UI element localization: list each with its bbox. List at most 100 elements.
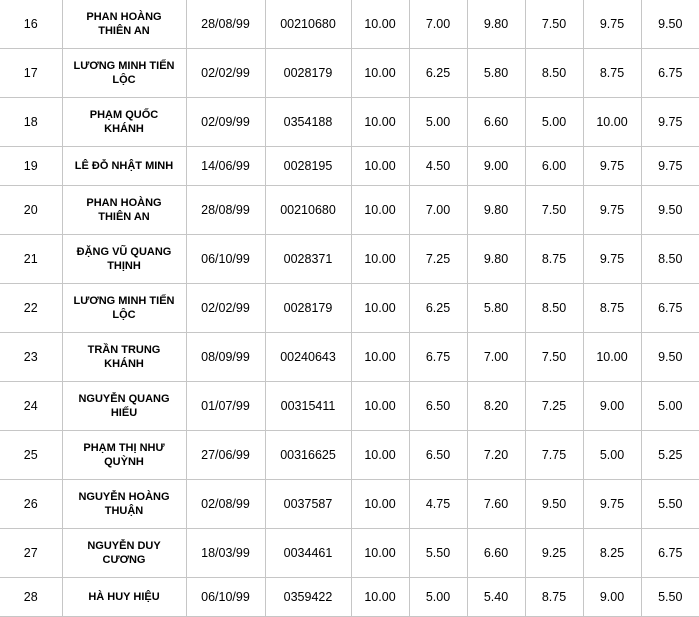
score-cell: 9.50 [640, 0, 699, 49]
score-cell: 5.25 [640, 430, 699, 480]
score-cell: 8.50 [640, 234, 699, 284]
score-cell: 9.00 [466, 146, 526, 186]
score-cell: 10.00 [350, 528, 410, 578]
score-cell: 7.75 [524, 430, 584, 480]
score-cell: 9.75 [582, 0, 642, 49]
score-cell: 8.75 [582, 283, 642, 333]
score-cell: 5.80 [466, 283, 526, 333]
row-number-cell: 26 [0, 479, 63, 529]
birthdate-cell: 18/03/99 [185, 528, 266, 578]
student-name-cell: NGUYỄN DUY CƯƠNG [61, 528, 187, 578]
score-cell: 6.00 [524, 146, 584, 186]
table-row: 21 ĐẶNG VŨ QUANG THỊNH 06/10/99 0028371 10.0… [0, 234, 699, 284]
table-row: 22 LƯƠNG MINH TIẾN LỘC 02/02/99 0028179 10.0… [0, 283, 699, 333]
id-number-cell: 0028195 [264, 146, 352, 186]
score-cell: 10.00 [350, 146, 410, 186]
birthdate-cell: 08/09/99 [185, 332, 266, 382]
score-cell: 7.00 [466, 332, 526, 382]
id-number-cell: 0037587 [264, 479, 352, 529]
score-cell: 7.20 [466, 430, 526, 480]
score-cell: 6.60 [466, 528, 526, 578]
row-number-cell: 16 [0, 0, 63, 49]
row-number-cell: 23 [0, 332, 63, 382]
score-cell: 5.00 [640, 381, 699, 431]
id-number-cell: 0359422 [264, 577, 352, 617]
table-row: 24 NGUYỄN QUANG HIẾU 01/07/99 00315411 10.00… [0, 381, 699, 431]
score-cell: 10.00 [350, 430, 410, 480]
row-number-cell: 27 [0, 528, 63, 578]
score-cell: 7.25 [524, 381, 584, 431]
score-cell: 10.00 [350, 332, 410, 382]
score-cell: 9.50 [524, 479, 584, 529]
table-row: 19 LÊ ĐỖ NHẬT MINH 14/06/99 0028195 10.00 4.5… [0, 146, 699, 186]
score-cell: 10.00 [350, 97, 410, 147]
score-cell: 9.75 [582, 146, 642, 186]
student-name-cell: LÊ ĐỖ NHẬT MINH [61, 146, 187, 186]
score-cell: 10.00 [350, 381, 410, 431]
score-cell: 4.50 [408, 146, 468, 186]
id-number-cell: 0028371 [264, 234, 352, 284]
score-cell: 9.50 [640, 185, 699, 235]
student-name-cell: PHAN HOÀNG THIÊN AN [61, 185, 187, 235]
birthdate-cell: 14/06/99 [185, 146, 266, 186]
score-cell: 5.00 [408, 577, 468, 617]
row-number-cell: 21 [0, 234, 63, 284]
score-cell: 10.00 [350, 185, 410, 235]
score-cell: 10.00 [350, 283, 410, 333]
score-cell: 5.50 [640, 577, 699, 617]
score-cell: 7.25 [408, 234, 468, 284]
student-name-cell: NGUYỄN HOÀNG THUẬN [61, 479, 187, 529]
id-number-cell: 0354188 [264, 97, 352, 147]
row-number-cell: 25 [0, 430, 63, 480]
birthdate-cell: 27/06/99 [185, 430, 266, 480]
birthdate-cell: 02/09/99 [185, 97, 266, 147]
score-cell: 9.75 [640, 97, 699, 147]
row-number-cell: 18 [0, 97, 63, 147]
table-row: 26 NGUYỄN HOÀNG THUẬN 02/08/99 0037587 10.00… [0, 479, 699, 529]
score-cell: 9.75 [582, 479, 642, 529]
id-number-cell: 0028179 [264, 283, 352, 333]
birthdate-cell: 28/08/99 [185, 0, 266, 49]
score-cell: 7.50 [524, 0, 584, 49]
table-row: 25 PHẠM THỊ NHƯ QUỲNH 27/06/99 00316625 10.0… [0, 430, 699, 480]
birthdate-cell: 02/08/99 [185, 479, 266, 529]
score-cell: 8.25 [582, 528, 642, 578]
id-number-cell: 00316625 [264, 430, 352, 480]
id-number-cell: 0028179 [264, 48, 352, 98]
score-cell: 8.75 [582, 48, 642, 98]
score-cell: 6.75 [640, 283, 699, 333]
score-cell: 9.75 [582, 185, 642, 235]
score-cell: 10.00 [350, 234, 410, 284]
score-cell: 7.50 [524, 332, 584, 382]
student-name-cell: ĐẶNG VŨ QUANG THỊNH [61, 234, 187, 284]
score-cell: 6.75 [640, 528, 699, 578]
score-cell: 4.75 [408, 479, 468, 529]
birthdate-cell: 02/02/99 [185, 283, 266, 333]
score-cell: 7.00 [408, 185, 468, 235]
score-cell: 5.00 [408, 97, 468, 147]
student-name-cell: HÀ HUY HIỆU [61, 577, 187, 617]
row-number-cell: 28 [0, 577, 63, 617]
score-cell: 8.50 [524, 283, 584, 333]
score-cell: 9.00 [582, 381, 642, 431]
birthdate-cell: 01/07/99 [185, 381, 266, 431]
score-cell: 5.40 [466, 577, 526, 617]
score-cell: 10.00 [582, 332, 642, 382]
table-row: 28 HÀ HUY HIỆU 06/10/99 0359422 10.00 5.00 5.4… [0, 577, 699, 617]
score-cell: 6.75 [408, 332, 468, 382]
birthdate-cell: 06/10/99 [185, 234, 266, 284]
student-name-cell: PHẠM THỊ NHƯ QUỲNH [61, 430, 187, 480]
score-cell: 7.00 [408, 0, 468, 49]
score-cell: 8.20 [466, 381, 526, 431]
student-name-cell: PHAN HOÀNG THIÊN AN [61, 0, 187, 49]
id-number-cell: 00210680 [264, 0, 352, 49]
row-number-cell: 19 [0, 146, 63, 186]
score-cell: 10.00 [582, 97, 642, 147]
student-name-cell: TRẦN TRUNG KHÁNH [61, 332, 187, 382]
birthdate-cell: 28/08/99 [185, 185, 266, 235]
id-number-cell: 00315411 [264, 381, 352, 431]
score-cell: 9.50 [640, 332, 699, 382]
score-cell: 9.80 [466, 234, 526, 284]
